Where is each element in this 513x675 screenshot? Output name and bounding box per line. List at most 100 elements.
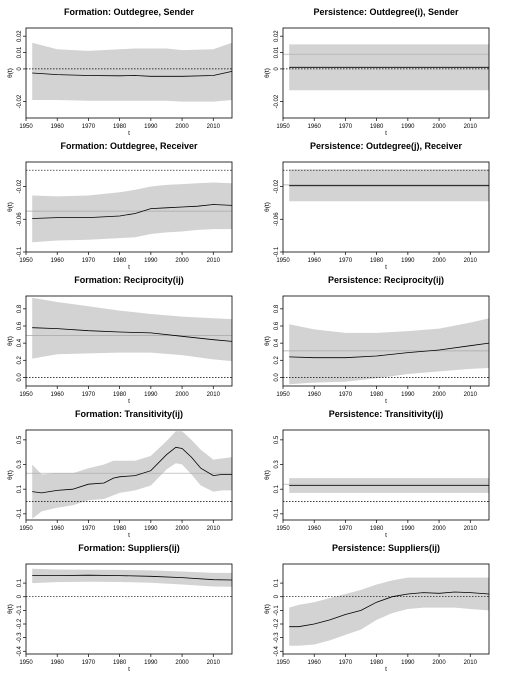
y-tick-label: -0.4 [17,645,23,656]
x-tick-label: 1980 [113,526,127,532]
chart-panel: Persistence: Suppliers(ij) 1950 1960 1970 19… [264,543,490,673]
y-tick-label: -0.2 [17,618,23,629]
x-tick-label: 1950 [19,258,33,264]
x-tick-label: 1960 [51,526,65,532]
x-axis-label: t [385,130,387,137]
y-tick-label: 0.02 [17,30,23,42]
y-tick-label: 0.0 [274,373,280,382]
y-tick-label: -0.2 [274,618,280,629]
chart-panel: Formation: Transitivity(ij) 1950 1960 1970 1… [7,409,233,539]
x-tick-label: 1990 [401,392,415,398]
x-tick-label: 1960 [308,526,322,532]
x-tick-label: 2000 [175,526,189,532]
y-tick-label: 0 [274,67,280,71]
chart-panel: Persistence: Outdegree(j), Receiver 1950 1… [264,141,490,271]
y-tick-label: 0.2 [274,355,280,364]
y-tick-label: -0.1 [274,246,280,257]
plot-frame [25,27,233,119]
x-tick-label: 1990 [144,392,158,398]
x-tick-label: 1990 [401,124,415,130]
y-tick-label: -0.1 [17,246,23,257]
x-axis-label: t [128,130,130,137]
y-tick-label: 0.3 [17,460,23,469]
confidence-band [32,182,233,243]
plot-frame [25,295,233,387]
x-tick-label: 1950 [276,526,290,532]
confidence-band [289,318,489,385]
x-tick-label: 1950 [19,392,33,398]
x-axis-label: t [128,264,130,271]
y-tick-label: -0.02 [17,179,23,193]
y-tick-label: -0.4 [274,645,280,656]
x-tick-label: 2010 [464,526,478,532]
y-tick-label: -0.3 [17,632,23,643]
x-tick-label: 1980 [370,124,384,130]
x-axis-label: t [385,264,387,271]
estimate-line [32,327,233,342]
x-tick-label: 1960 [308,258,322,264]
x-tick-label: 2010 [207,258,221,264]
x-tick-label: 2000 [175,124,189,130]
y-tick-label: 0.1 [274,484,280,493]
y-tick-label: 0.1 [17,484,23,493]
confidence-band [32,297,233,362]
confidence-band [32,431,233,519]
x-tick-label: 2000 [432,660,446,666]
y-tick-label: 0 [17,67,23,71]
x-tick-label: 2010 [464,392,478,398]
x-tick-label: 1990 [401,258,415,264]
chart-panel: Formation: Reciprocity(ij) 1950 1960 1970 19… [7,275,233,405]
x-tick-label: 1980 [113,124,127,130]
y-axis-label: θ(t) [7,202,14,212]
x-axis-label: t [128,666,130,673]
x-tick-label: 1950 [19,526,33,532]
chart-panel: Formation: Outdegree, Receiver 1950 1960 19… [7,141,233,271]
chart-title: Formation: Outdegree, Receiver [60,141,198,151]
y-tick-label: 0.1 [17,578,23,587]
x-tick-label: 2010 [464,124,478,130]
estimate-line [32,574,233,581]
y-tick-label: -0.06 [17,212,23,226]
x-tick-label: 1990 [144,124,158,130]
y-axis-label: θ(t) [7,68,14,78]
x-tick-label: 1980 [113,392,127,398]
estimate-line [32,446,232,494]
x-tick-label: 1960 [51,124,65,130]
x-axis-label: t [385,666,387,673]
x-axis-label: t [128,398,130,405]
x-tick-label: 1990 [144,258,158,264]
plot-frame [282,429,490,521]
y-tick-label: 0.3 [274,460,280,469]
x-tick-label: 1980 [370,526,384,532]
plot-frame [282,295,490,387]
y-tick-label: 0 [274,594,280,598]
plot-frame [282,563,490,655]
x-tick-label: 1970 [82,258,96,264]
plot-frame [25,429,233,521]
x-tick-label: 1970 [82,526,96,532]
x-tick-label: 1960 [51,392,65,398]
x-tick-label: 1990 [401,526,415,532]
chart-panel: Formation: Suppliers(ij) 1950 1960 1970 1980… [7,543,233,673]
y-tick-label: -0.3 [274,632,280,643]
x-tick-label: 1980 [370,660,384,666]
y-tick-label: 0.5 [274,435,280,444]
y-axis-label: θ(t) [264,604,271,614]
x-tick-label: 1970 [339,258,353,264]
y-axis-label: θ(t) [264,470,271,480]
x-tick-label: 2000 [432,258,446,264]
y-axis-label: θ(t) [7,336,14,346]
x-tick-label: 2000 [432,124,446,130]
x-axis-label: t [385,532,387,539]
x-tick-label: 1950 [276,660,290,666]
x-tick-label: 1970 [82,660,96,666]
plot-frame [25,161,233,253]
x-tick-label: 1990 [144,526,158,532]
x-tick-label: 2010 [464,258,478,264]
y-tick-label: 0.01 [274,46,280,58]
y-tick-label: 0.2 [17,355,23,364]
x-tick-label: 1980 [370,392,384,398]
plot-frame [25,563,233,655]
x-tick-label: 1990 [401,660,415,666]
